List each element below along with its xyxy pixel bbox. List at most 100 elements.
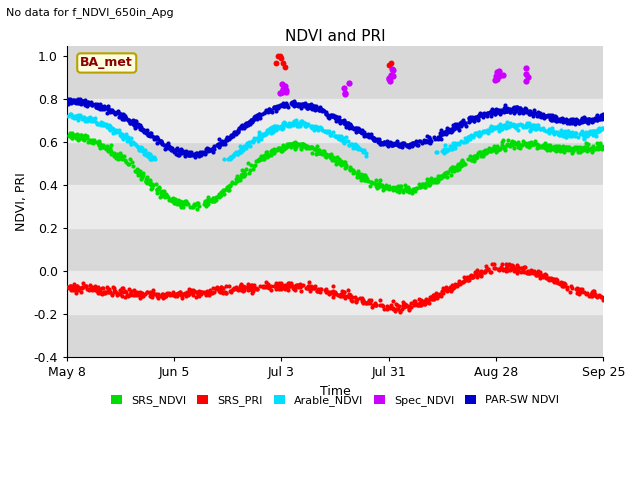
Point (304, 102, 314, 109)
Point (223, 155, 233, 163)
Point (312, 142, 322, 150)
Point (69, 114, 79, 122)
Point (596, 125, 607, 133)
Point (479, 148, 489, 156)
Point (87, 100, 97, 108)
Point (438, 284, 448, 292)
Point (128, 120, 138, 127)
Point (122, 133, 132, 141)
Point (231, 130, 241, 138)
Point (138, 126, 148, 133)
Point (202, 144, 212, 152)
Point (435, 174, 445, 181)
Point (208, 194, 218, 202)
Point (296, 144, 307, 151)
Point (481, 262, 492, 270)
Point (478, 268, 488, 276)
Point (237, 123, 247, 131)
Point (64, 97, 74, 105)
Point (550, 142, 560, 149)
Point (136, 145, 146, 153)
Point (348, 169, 358, 177)
Point (552, 117, 562, 125)
Point (575, 119, 586, 126)
Point (567, 128, 577, 136)
Point (196, 288, 207, 296)
Point (110, 127, 120, 134)
Point (279, 284, 289, 292)
Point (586, 292, 596, 300)
Point (307, 105, 317, 113)
Point (545, 126, 556, 133)
Point (479, 129, 489, 136)
Point (394, 303, 404, 311)
Point (492, 75, 502, 83)
Point (87, 286, 97, 294)
Point (532, 140, 542, 147)
Point (365, 298, 375, 305)
Point (470, 129, 480, 137)
Point (355, 127, 365, 135)
Point (486, 107, 496, 115)
Point (65, 286, 76, 293)
Point (233, 286, 243, 293)
Point (369, 134, 380, 142)
Point (328, 128, 339, 136)
Point (249, 134, 259, 142)
Point (338, 293, 348, 300)
Point (72, 133, 83, 141)
Point (481, 128, 492, 135)
Point (244, 119, 254, 126)
Point (143, 179, 153, 186)
Point (580, 131, 590, 139)
Point (218, 138, 228, 146)
Point (476, 131, 486, 138)
Point (116, 131, 126, 139)
Point (357, 126, 367, 133)
Point (366, 178, 376, 185)
Point (431, 291, 441, 299)
Point (213, 192, 223, 199)
Point (237, 144, 247, 151)
Point (518, 263, 529, 271)
Point (593, 126, 603, 133)
Point (328, 290, 339, 298)
Point (70, 96, 80, 104)
Point (401, 301, 412, 309)
Point (440, 146, 450, 154)
Point (572, 144, 582, 151)
Point (255, 155, 265, 163)
Point (273, 145, 284, 153)
Point (79, 97, 90, 105)
Point (124, 116, 134, 124)
Point (476, 267, 486, 275)
Point (228, 130, 239, 138)
Point (292, 122, 302, 130)
Point (437, 147, 447, 155)
Point (268, 123, 278, 131)
Point (237, 122, 247, 130)
Point (348, 124, 358, 132)
Point (505, 262, 515, 269)
Point (577, 118, 587, 125)
Point (285, 140, 296, 148)
Point (336, 157, 346, 165)
Point (591, 292, 602, 300)
Point (370, 301, 380, 309)
Point (345, 164, 355, 171)
Point (81, 282, 91, 290)
Point (242, 120, 252, 127)
Point (356, 127, 367, 134)
Point (486, 108, 496, 116)
Point (109, 151, 119, 159)
Point (132, 122, 143, 130)
Point (106, 147, 116, 155)
Point (560, 128, 570, 136)
Point (236, 286, 246, 294)
Point (228, 285, 238, 293)
Point (149, 153, 159, 161)
Point (491, 148, 501, 156)
Point (66, 97, 76, 105)
Point (543, 276, 554, 284)
Point (86, 100, 96, 108)
